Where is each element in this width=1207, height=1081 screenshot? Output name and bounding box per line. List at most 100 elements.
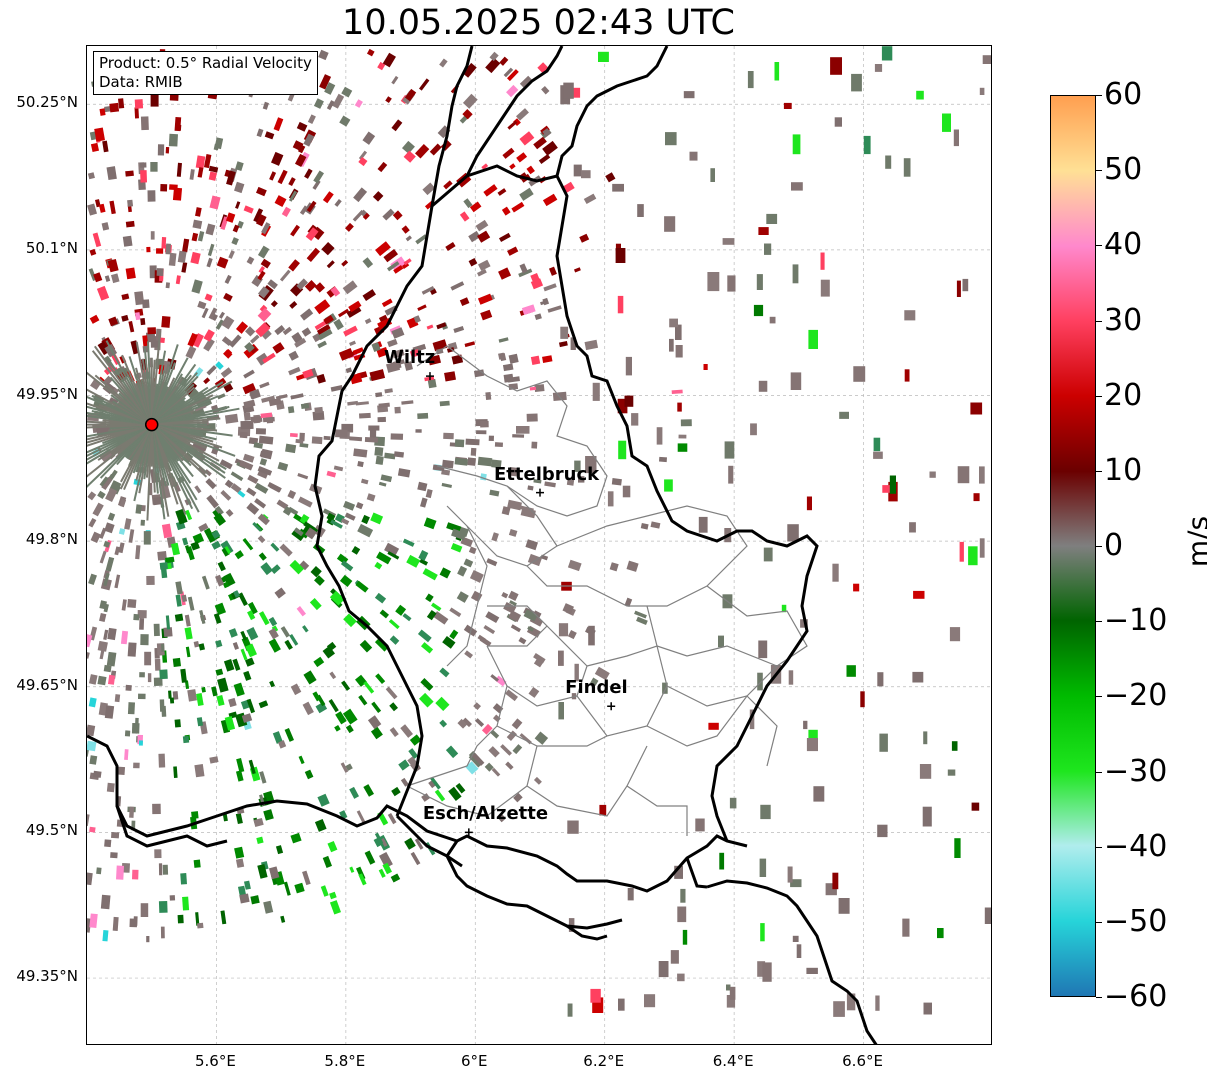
radar-echo [222,581,230,589]
radar-echo [260,258,271,269]
radar-echo [567,1003,573,1017]
radar-echo [764,243,772,255]
radar-echo [417,412,429,420]
radar-echo [465,438,480,446]
radar-echo [100,894,111,910]
radar-echo [374,446,384,457]
radar-echo [237,490,246,498]
radar-echo [189,169,195,180]
radar-echo [230,471,244,482]
radar-echo [408,748,419,760]
radar-echo [656,427,663,445]
radar-echo [454,439,465,448]
radar-echo [131,722,140,734]
radar-echo [427,354,442,366]
radar-echo [127,199,134,207]
radar-echo [439,400,450,407]
radar-echo [142,299,150,309]
radar-echo [729,986,736,1000]
radar-echo [97,640,108,652]
radar-echo [144,651,152,666]
radar-echo [391,75,399,85]
radar-echo [357,523,374,538]
radar-echo [909,522,916,533]
radar-echo [422,182,436,196]
radar-echo [833,1001,845,1017]
radar-echo [135,545,141,560]
radar-echo [726,995,736,1008]
radar-echo [175,275,181,285]
radar-echo [401,262,410,269]
radar-echo [248,759,256,775]
radar-echo [763,547,773,562]
radar-echo [206,257,213,268]
radar-echo [197,300,207,310]
radar-echo [387,551,400,560]
radar-echo [427,378,437,389]
radar-echo [356,810,366,824]
radar-echo [954,838,961,858]
radar-echo [689,151,698,161]
radar-echo [271,625,279,633]
radar-echo [250,895,260,905]
radar-echo [426,609,437,621]
radar-echo [369,369,386,382]
radar-echo [142,335,149,347]
radar-echo [394,406,401,414]
radar-echo [327,840,338,853]
radar-echo [863,135,871,155]
radar-echo [198,643,206,651]
radar-echo [89,913,98,928]
radar-echo [223,292,233,302]
city-marker [607,702,616,711]
radar-echo [516,152,528,163]
radar-echo [349,866,355,873]
radar-echo [246,502,260,515]
radar-echo [543,283,557,292]
radar-echo [303,521,316,532]
radar-echo [400,777,409,787]
radar-echo [507,120,518,130]
radar-echo [302,368,314,379]
map-title: 10.05.2025 02:43 UTC [342,3,735,43]
radar-echo [274,195,287,208]
radar-echo [221,336,233,347]
radar-echo [462,717,472,728]
radar-echo [402,140,415,154]
radar-echo [494,675,507,687]
radar-echo [478,259,491,271]
radar-echo [507,376,520,383]
radar-echo [404,88,417,102]
radar-echo [756,274,763,290]
radar-echo [530,355,541,365]
radar-echo [246,256,255,265]
radar-echo [879,733,888,752]
radar-echo [374,832,384,845]
radar-echo [97,675,107,686]
radar-echo [103,664,112,673]
radar-echo [363,681,375,694]
radar-echo [422,568,438,581]
radar-echo [228,697,237,708]
radar-echo [162,864,169,875]
radar-echo [384,452,396,460]
radar-echo [253,817,264,827]
radar-echo [534,313,542,321]
radar-echo [922,806,932,827]
radar-echo [165,243,171,255]
radar-echo [157,551,167,561]
radar-echo [567,629,577,640]
radar-echo [970,402,983,415]
radar-echo [378,481,387,487]
radar-echo [135,312,141,321]
radar-echo [355,580,369,593]
radar-echo [153,623,160,637]
radar-echo [791,182,803,191]
radar-echo [599,804,607,816]
radar-echo [268,628,279,640]
radar-echo [120,630,129,645]
radar-echo [877,672,884,687]
radar-echo [339,115,351,127]
radar-echo [445,745,459,759]
radar-echo [263,809,274,821]
